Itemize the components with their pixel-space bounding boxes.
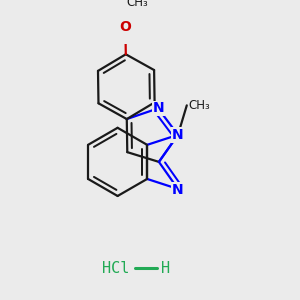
Text: CH₃: CH₃ bbox=[188, 99, 210, 112]
Text: N: N bbox=[172, 183, 184, 197]
Text: N: N bbox=[153, 101, 165, 116]
Text: HCl: HCl bbox=[102, 261, 130, 276]
Text: H: H bbox=[161, 261, 170, 276]
Text: N: N bbox=[172, 128, 184, 142]
Text: O: O bbox=[119, 20, 131, 34]
Text: CH₃: CH₃ bbox=[127, 0, 148, 9]
